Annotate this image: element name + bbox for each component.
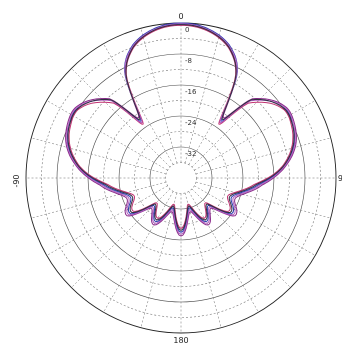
- grid-spoke: [71, 188, 171, 288]
- grid-spoke: [194, 185, 316, 256]
- grid-spoke: [195, 137, 331, 175]
- series-layer: [65, 22, 297, 237]
- grid-ring: [41, 38, 321, 318]
- angle-tick-labels: 0 90 180 -90: [12, 12, 342, 344]
- grid-spoke: [184, 28, 222, 164]
- polar-grid: [25, 22, 337, 334]
- grid-ring: [165, 162, 197, 194]
- grid-ring: [149, 146, 213, 210]
- grid-spoke: [140, 192, 178, 328]
- grid-spoke: [103, 43, 174, 165]
- grid-spoke: [188, 43, 259, 165]
- angle-tick-label: 180: [173, 336, 188, 344]
- grid-ring: [118, 115, 244, 241]
- grid-spoke: [195, 181, 331, 219]
- grid-spoke: [46, 100, 168, 171]
- angle-tick-label: 90: [338, 174, 342, 183]
- radial-tick-label: -32: [185, 150, 196, 158]
- grid-spoke: [140, 28, 178, 164]
- grid-spoke: [46, 185, 168, 256]
- grid-spoke: [191, 188, 291, 288]
- radial-tick-labels: 0 -8 -16 -24 -32: [185, 26, 197, 158]
- grid-spoke: [188, 191, 259, 313]
- grid-spoke: [71, 68, 171, 168]
- radial-tick-label: -8: [185, 57, 192, 65]
- grid-ring: [134, 131, 228, 225]
- grid-spoke: [194, 100, 316, 171]
- grid-spoke: [103, 191, 174, 313]
- grid-spoke: [31, 181, 167, 219]
- radial-tick-label: -16: [185, 88, 197, 96]
- grid-spoke: [184, 192, 222, 328]
- series-line: [67, 24, 295, 231]
- grid-spoke: [31, 137, 167, 175]
- grid-spoke: [191, 68, 291, 168]
- series-line: [68, 24, 294, 229]
- series-line: [65, 23, 297, 237]
- angle-tick-label: -90: [12, 174, 21, 187]
- radial-tick-label: 0: [185, 26, 189, 34]
- angle-tick-label: 0: [178, 12, 183, 21]
- radial-tick-label: -24: [185, 119, 197, 127]
